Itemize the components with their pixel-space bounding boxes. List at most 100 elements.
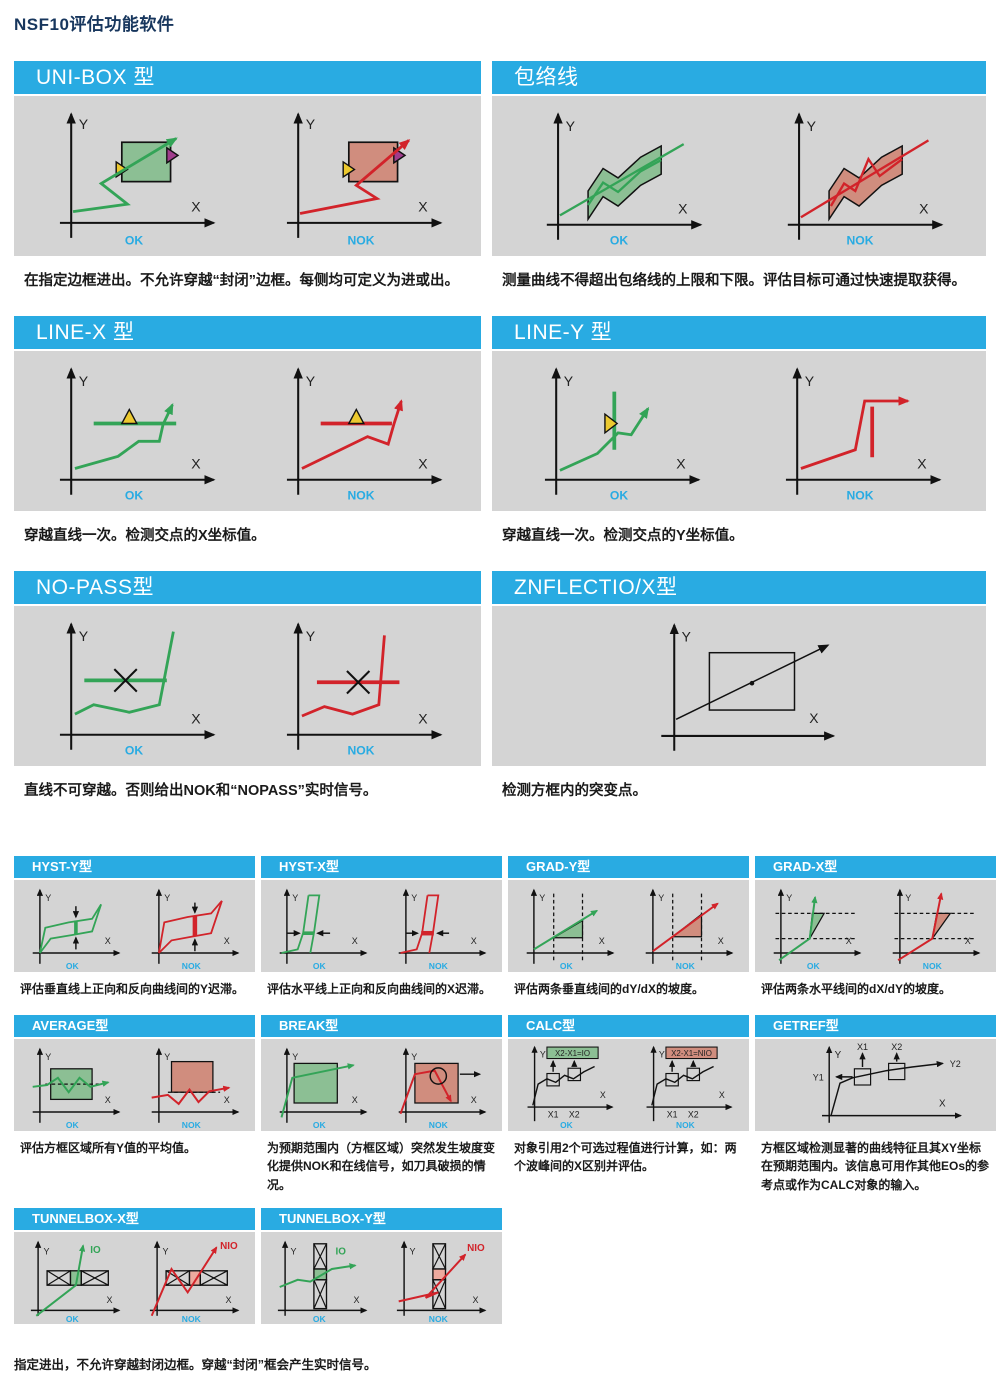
x-axis-label: X <box>964 936 970 946</box>
y-axis-label: Y <box>291 1247 297 1257</box>
y-axis-label: Y <box>306 116 316 132</box>
x-axis-label: X <box>418 456 428 472</box>
break-nok-chart: Y X NOK <box>398 1047 487 1130</box>
measured-curve <box>300 139 411 215</box>
panel-average: AVERAGE型 Y X OK Y X <box>14 1014 255 1158</box>
result-label: NOK <box>846 488 873 502</box>
panel-caption-break: 为预期范围内（方框区域）突然发生坡度变化提供NOK和在线信号，如刀具破损的情况。 <box>267 1140 496 1192</box>
nio-label: NIO <box>467 1243 485 1254</box>
panel-header-average: AVERAGE型 <box>14 1014 255 1037</box>
panel-body-tunnely: Y X IO OK Y X <box>261 1232 502 1325</box>
calc-nok-chart: Y X X2-X1=NIO X1 X2 NOK <box>646 1045 733 1130</box>
hysty-nok-chart: Y X NOK <box>151 888 240 971</box>
crossing-marker <box>120 407 138 425</box>
peak-box-1 <box>546 1072 561 1087</box>
panel-body-envelope: Y X OK Y X NOK <box>492 96 986 256</box>
blocked-segment-right <box>80 1270 110 1287</box>
result-label: OK <box>807 961 821 971</box>
forward-curve <box>39 904 103 954</box>
result-label: OK <box>560 961 574 971</box>
x-axis-label: X <box>225 1296 231 1306</box>
result-label: NOK <box>846 233 873 247</box>
tunnelx-nok-chart: Y X NIO NOK <box>149 1241 240 1323</box>
measured-curve <box>586 159 662 206</box>
panel-break: BREAK型 Y X OK Y X <box>261 1014 502 1195</box>
panel-caption-hysty: 评估垂直线上正向和反向曲线间的Y迟滞。 <box>20 982 245 996</box>
x1-label: X1 <box>666 1109 677 1119</box>
x-axis-label: X <box>676 456 686 472</box>
measured-curve <box>558 406 649 472</box>
panel-title: LINE-X 型 <box>36 321 135 344</box>
row-5: AVERAGE型 Y X OK Y X <box>14 1014 1000 1195</box>
measured-curve <box>72 137 178 214</box>
y-axis-label: Y <box>659 1049 665 1059</box>
panel-header-nopass: NO-PASS型 <box>14 571 481 604</box>
y-axis-label: Y <box>411 1051 417 1061</box>
linex-nok-chart: Y X NOK <box>287 367 443 502</box>
panel-linex: LINE-X 型 Y X OK Y X <box>14 316 481 545</box>
break-highlight-circle <box>429 1066 447 1085</box>
forward-curve <box>281 895 310 954</box>
break-ok-chart: Y X OK <box>279 1047 368 1130</box>
measured-curve <box>399 1069 452 1114</box>
y-axis-label: Y <box>905 893 911 903</box>
x-axis-label: X <box>678 201 688 217</box>
panel-header-unibox: UNI-BOX 型 <box>14 61 481 94</box>
panel-title: TUNNELBOX-X型 <box>32 1211 139 1227</box>
panel-title: AVERAGE型 <box>32 1017 109 1033</box>
liney-nok-chart: Y X NOK <box>785 367 942 502</box>
measured-curve <box>829 156 903 207</box>
measured-curve <box>151 1085 231 1105</box>
y-axis-label: Y <box>834 1050 841 1061</box>
forward-curve <box>158 900 223 954</box>
x-axis-label: X <box>917 456 927 472</box>
result-label: OK <box>313 1120 327 1130</box>
panel-tunnelx: TUNNELBOX-X型 Y X IO OK Y <box>14 1208 255 1325</box>
getref-chart: Y X X1 X2 Y1 Y2 <box>812 1041 962 1123</box>
x-axis-label: X <box>719 1090 725 1100</box>
inflection-point <box>749 680 755 686</box>
peak-box-2 <box>686 1067 700 1081</box>
measured-curve <box>533 909 599 951</box>
panel-body-znflectio: Y X <box>492 606 986 766</box>
panel-body-gradx: Y X OK Y X NOK <box>755 880 996 972</box>
y2-label: Y2 <box>949 1059 960 1069</box>
reverse-curve <box>308 894 321 954</box>
grady-nok-chart: Y X NOK <box>645 888 734 971</box>
y-axis-label: Y <box>411 893 417 903</box>
measured-curve <box>32 1075 110 1094</box>
panel-body-getref: Y X X1 X2 Y1 Y2 <box>755 1038 996 1131</box>
hystx-ok-chart: Y X OK <box>279 888 368 971</box>
reverse-curve <box>157 900 223 954</box>
y-axis-label: Y <box>306 628 316 644</box>
unibox-nok-chart: Y X NOK <box>287 112 443 247</box>
panel-header-gradx: GRAD-X型 <box>755 856 996 878</box>
result-label: OK <box>560 1120 573 1130</box>
panel-caption-nopass: 直线不可穿越。否则给出NOK和“NOPASS”实时信号。 <box>24 783 378 799</box>
y-axis-label: Y <box>78 116 88 132</box>
result-label: OK <box>125 233 143 247</box>
panel-body-unibox: Y X OK Y X NOK <box>14 96 481 256</box>
panel-title: 包络线 <box>514 66 579 89</box>
x-axis-label: X <box>470 1095 476 1105</box>
detect-box <box>708 651 796 711</box>
eval-box <box>120 141 172 183</box>
x-axis-label: X <box>105 1095 111 1105</box>
panel-gradx: GRAD-X型 Y X OK Y X <box>755 856 996 999</box>
x2-label: X2 <box>688 1109 699 1119</box>
y-axis-label: Y <box>563 373 573 389</box>
ref-box-2 <box>887 1062 905 1080</box>
measured-curve <box>829 1060 944 1116</box>
panel-hysty: HYST-Y型 Y X OK Y X <box>14 856 255 999</box>
x2-label: X2 <box>891 1041 902 1051</box>
panel-title: TUNNELBOX-Y型 <box>279 1211 386 1227</box>
panel-header-liney: LINE-Y 型 <box>492 316 986 349</box>
crossing-marker <box>603 412 618 435</box>
panel-body-tunnelx: Y X IO OK Y X <box>14 1232 255 1325</box>
y-axis-label: Y <box>658 893 664 903</box>
measured-curve <box>897 892 943 962</box>
panel-header-calc: CALC型 <box>508 1014 749 1037</box>
envelope-nok-chart: Y X NOK <box>787 112 943 247</box>
result-label: OK <box>609 488 627 502</box>
measured-curve <box>74 403 174 470</box>
